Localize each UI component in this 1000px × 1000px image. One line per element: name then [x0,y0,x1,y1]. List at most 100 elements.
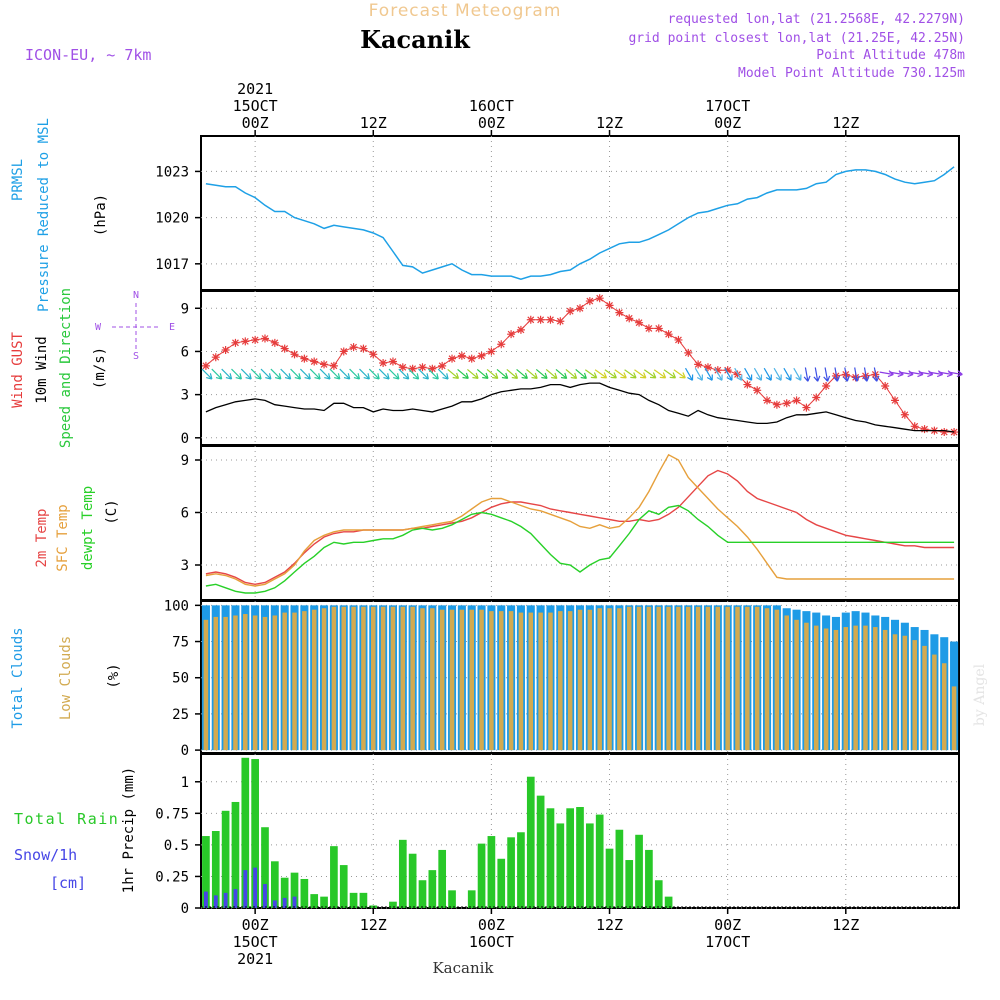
rain-bar [586,823,594,908]
snow-bar [233,889,238,908]
wind-direction-arrow [526,368,538,379]
wind-ytick-label: 0 [181,431,189,447]
rain-bar [241,757,250,908]
wind-direction-arrow [201,368,213,380]
wind-direction-arrow [653,369,667,379]
dewpt-line [205,504,955,594]
low-clouds-bar [725,606,730,751]
low-clouds-bar [951,686,957,751]
snow-bar [292,896,297,908]
low-clouds-bar [311,609,317,751]
pressure-ytick-label: 1020 [155,211,189,227]
low-clouds-bar [518,612,524,751]
clouds-ytick-label: 100 [164,598,189,614]
rain-bar [261,827,269,908]
low-clouds-bar [774,609,780,751]
low-clouds-bar [813,625,819,751]
rain-bar [310,894,319,908]
low-clouds-bar [243,614,248,751]
wind-direction-arrow [418,368,429,380]
gust-marker [743,380,752,389]
low-clouds-bar [528,612,534,751]
gust-marker [585,297,594,306]
wind-direction-arrow [714,367,723,381]
gust-marker [320,360,329,369]
compass-east: E [169,322,175,333]
clouds-panel: 0 25 50 75 100 [164,598,960,759]
rain-bar [320,896,328,908]
gust-marker [507,330,516,339]
wind-direction-arrow [663,369,677,379]
rain-bar [536,795,545,908]
wind-direction-arrow [506,368,519,379]
top-time-label: 12Z [832,114,859,132]
low-clouds-bar [853,625,858,751]
wind-direction-arrow [211,368,223,380]
snow-bar [204,891,208,908]
bottom-time-label: 2021 [237,950,273,968]
precip-ytick-label: 1 [181,775,189,791]
rain-bar [467,890,476,908]
low-clouds-bar [892,634,898,751]
rain-bar [448,890,456,908]
low-clouds-bar [459,609,465,751]
gust-marker [684,348,693,357]
top-time-label: 00Z [242,114,269,132]
wind-direction-arrow [753,367,763,381]
wind-direction-arrow [734,367,743,381]
precip-ytick-label: 0.75 [155,806,189,822]
wind-direction-arrow [624,369,637,379]
wind-direction-arrow [388,368,400,380]
gust-marker [566,307,575,316]
gust-marker [349,343,358,352]
rain-bar [546,808,555,908]
gust-marker [546,315,555,324]
low-clouds-bar [784,615,789,751]
wind-direction-arrow [584,369,598,379]
wind-direction-arrow [408,368,420,380]
rain-bar [615,829,624,908]
low-clouds-bar [577,609,583,751]
wind-direction-arrow [803,367,811,382]
low-clouds-bar [262,616,268,751]
low-clouds-bar [449,609,455,751]
gust-marker [408,364,417,373]
low-clouds-bar [932,654,937,751]
prmsl-line [205,166,955,280]
wind-direction-arrow [319,368,331,380]
wind-direction-arrow [948,370,963,378]
rain-bar [280,877,289,908]
low-clouds-bar [351,606,356,751]
temp-unit: (C) [104,499,120,524]
wind-direction-arrow [565,368,578,379]
rain-bar [221,810,230,908]
product-title: Forecast Meteogram [369,1,562,21]
gust-marker [753,386,762,395]
wind-direction-arrow [221,368,233,380]
wind-direction-arrow [813,367,821,382]
wind-direction-arrow [447,368,460,379]
rain-bar [487,836,496,908]
snow-bar [223,892,228,908]
gridpoint-coords: grid point closest lon,lat (21.25E, 42.2… [628,31,965,46]
wind-direction-arrow [724,367,733,381]
wind-direction-arrow [575,368,587,379]
bottom-time-label: 12Z [596,916,623,934]
wind-direction-arrow [555,368,568,379]
rain-bar [477,843,486,908]
rain-bar [231,801,240,908]
low-clouds-bar [203,619,209,751]
low-clouds-bar [823,628,829,751]
top-time-label: 00Z [714,114,741,132]
wind-direction-arrow [744,367,753,381]
low-clouds-bar [233,615,238,751]
rain-bar [438,849,447,908]
low-clouds-bar [400,606,406,751]
low-clouds-bar [656,606,662,751]
wind-direction-arrow [476,368,489,379]
low-clouds-bar [912,640,917,751]
wind-ytick-label: 6 [181,344,189,360]
top-time-label: 00Z [478,114,505,132]
gust-marker [201,361,210,370]
rain-bar [645,849,653,908]
